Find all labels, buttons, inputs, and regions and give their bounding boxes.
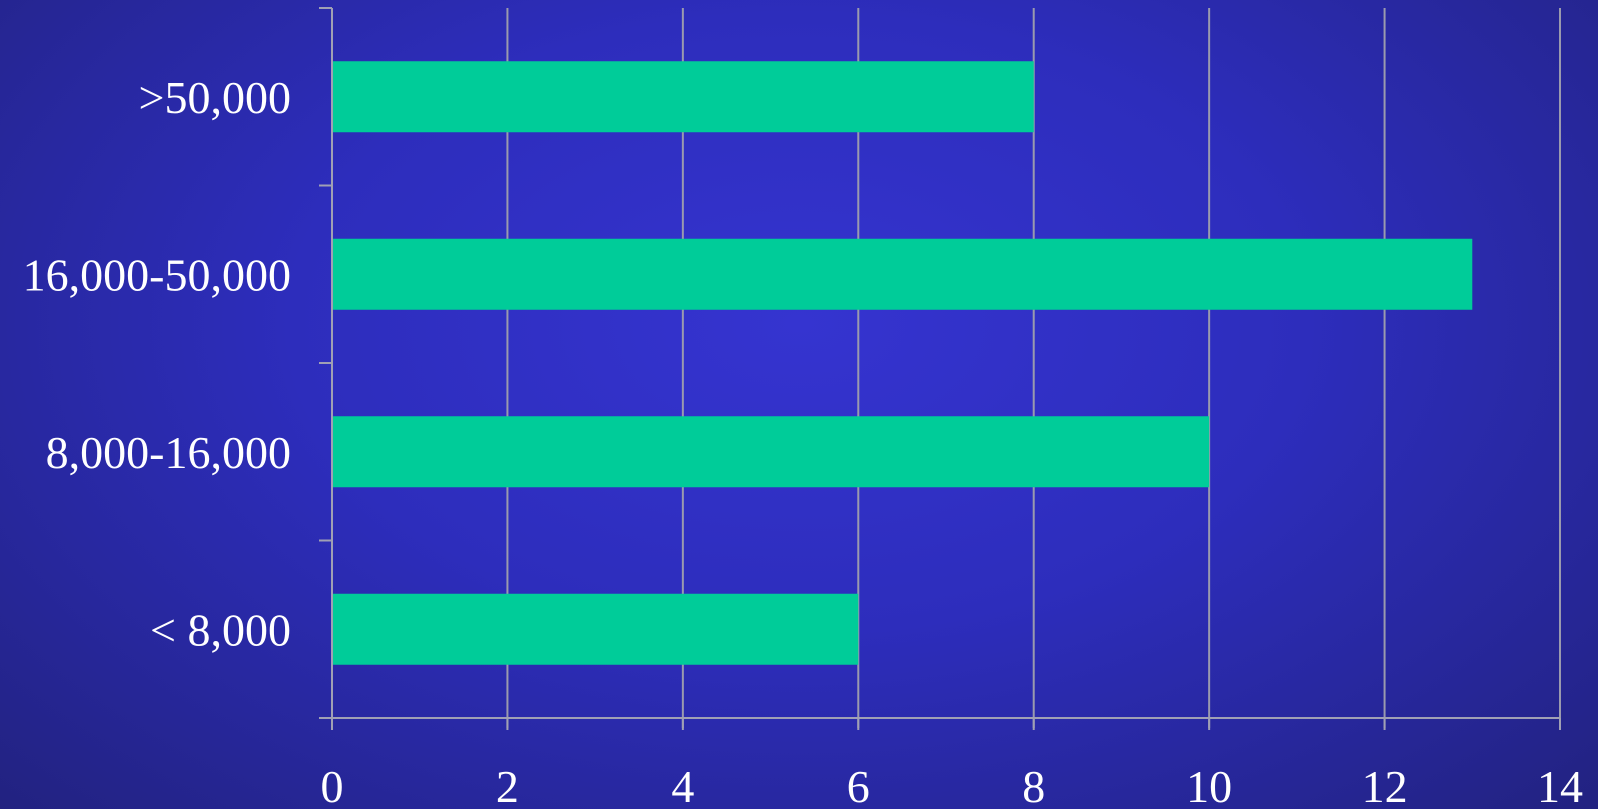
x-tick-label-2: 2 <box>496 761 519 809</box>
x-tick-label-0: 0 <box>321 761 344 809</box>
x-tick-label-12: 12 <box>1362 761 1408 809</box>
category-labels: < 8,000 8,000-16,000 16,000-50,000 >50,000 <box>23 72 291 656</box>
category-label-1: 8,000-16,000 <box>46 427 291 478</box>
bar-3 <box>332 61 1034 133</box>
axes <box>319 7 1561 730</box>
category-label-0: < 8,000 <box>150 604 291 655</box>
bar-2 <box>332 238 1473 310</box>
bar-0 <box>332 593 859 665</box>
x-tick-label-14: 14 <box>1537 761 1583 809</box>
bar-1 <box>332 416 1210 488</box>
x-tick-labels: 0 2 4 6 8 10 12 14 <box>321 761 1584 809</box>
category-label-3: >50,000 <box>139 72 291 123</box>
category-label-2: 16,000-50,000 <box>23 249 291 300</box>
x-tick-label-4: 4 <box>671 761 694 809</box>
x-tick-label-6: 6 <box>847 761 870 809</box>
bars <box>332 61 1473 665</box>
x-tick-label-8: 8 <box>1022 761 1045 809</box>
x-tick-label-10: 10 <box>1186 761 1232 809</box>
